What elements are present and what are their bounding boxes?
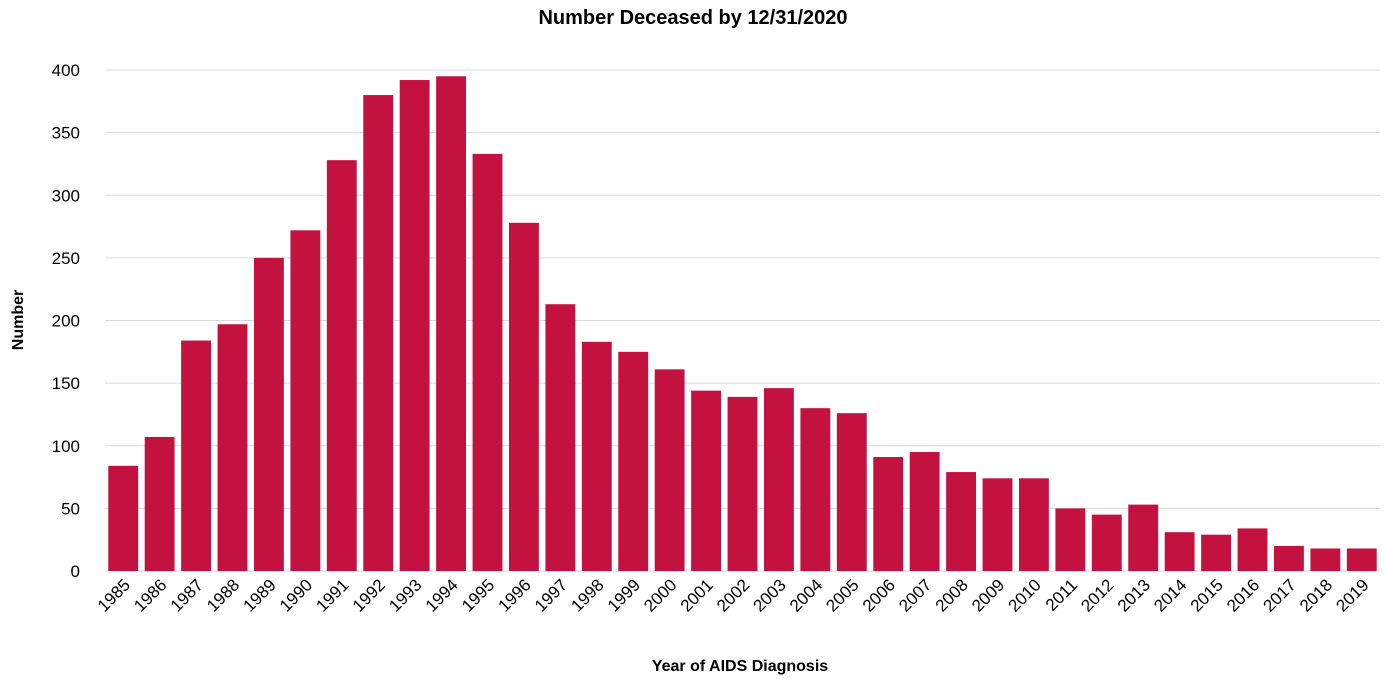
y-tick-label: 200 xyxy=(52,312,80,331)
bar-1989 xyxy=(253,257,284,571)
bar-2004 xyxy=(800,408,831,571)
y-tick-label: 300 xyxy=(52,186,80,205)
y-tick-label: 50 xyxy=(61,499,80,518)
y-axis-ticks: 0 50 100 150 200 250 300 350 400 xyxy=(52,61,80,581)
x-tick-label-2014: 2014 xyxy=(1150,575,1190,615)
bar-1992 xyxy=(363,95,394,572)
bar-2018 xyxy=(1310,548,1341,571)
y-tick-label: 150 xyxy=(52,374,80,393)
bar-1988 xyxy=(217,324,248,571)
bar-1990 xyxy=(290,230,321,571)
x-tick-label-2011: 2011 xyxy=(1042,575,1081,614)
x-tick-label-1986: 1986 xyxy=(130,575,170,615)
x-tick-label-2019: 2019 xyxy=(1332,575,1372,615)
bar-1986 xyxy=(144,436,175,571)
x-tick-label-1998: 1998 xyxy=(567,575,607,615)
bar-1995 xyxy=(472,153,503,572)
x-tick-label-2010: 2010 xyxy=(1005,575,1045,615)
y-tick-label: 400 xyxy=(52,61,80,80)
bar-1993 xyxy=(399,80,430,572)
x-tick-label-1990: 1990 xyxy=(276,575,316,615)
x-tick-label-2002: 2002 xyxy=(713,575,753,615)
x-tick-label-2005: 2005 xyxy=(822,575,862,615)
x-tick-label-2004: 2004 xyxy=(786,575,826,615)
x-axis-title: Year of AIDS Diagnosis xyxy=(652,658,828,675)
bar-1998 xyxy=(581,341,612,571)
x-tick-label-1994: 1994 xyxy=(422,575,462,615)
bar-1991 xyxy=(326,160,357,571)
bar-2005 xyxy=(836,413,867,571)
y-tick-label: 250 xyxy=(52,249,80,268)
x-tick-label-1988: 1988 xyxy=(203,575,243,615)
x-tick-label-2007: 2007 xyxy=(895,575,935,615)
x-tick-label-2006: 2006 xyxy=(859,575,899,615)
bar-2016 xyxy=(1237,528,1268,571)
x-tick-label-2009: 2009 xyxy=(968,575,1008,615)
bar-1997 xyxy=(545,304,576,571)
bar-2009 xyxy=(982,478,1013,571)
bar-2019 xyxy=(1346,548,1377,571)
x-tick-label-1991: 1991 xyxy=(312,575,352,615)
x-tick-label-2016: 2016 xyxy=(1223,575,1263,615)
x-tick-label-2003: 2003 xyxy=(750,575,790,615)
bar-2006 xyxy=(873,457,904,571)
y-tick-label: 0 xyxy=(71,562,80,581)
x-tick-label-1992: 1992 xyxy=(349,575,389,615)
x-tick-label-1985: 1985 xyxy=(94,575,134,615)
x-tick-label-2008: 2008 xyxy=(932,575,972,615)
bar-2011 xyxy=(1055,508,1086,571)
bar-2008 xyxy=(946,472,977,571)
x-tick-label-2015: 2015 xyxy=(1187,575,1227,615)
bar-2010 xyxy=(1018,478,1049,571)
bar-2002 xyxy=(727,396,758,571)
bar-2003 xyxy=(763,388,794,571)
bar-1999 xyxy=(618,351,649,571)
bar-2000 xyxy=(654,369,685,571)
chart-title: Number Deceased by 12/31/2020 xyxy=(538,7,847,29)
x-tick-label-2001: 2001 xyxy=(677,575,717,615)
x-tick-label-1993: 1993 xyxy=(385,575,425,615)
x-tick-label-1999: 1999 xyxy=(604,575,644,615)
bar-1996 xyxy=(508,222,539,571)
x-tick-label-2013: 2013 xyxy=(1114,575,1154,615)
x-tick-label-2017: 2017 xyxy=(1260,575,1300,615)
y-tick-label: 100 xyxy=(52,437,80,456)
bar-2012 xyxy=(1091,514,1122,571)
bar-1987 xyxy=(181,340,212,571)
bar-1994 xyxy=(436,76,467,571)
bar-2015 xyxy=(1201,534,1232,571)
x-tick-label-1989: 1989 xyxy=(240,575,280,615)
y-axis-title: Number xyxy=(10,290,27,350)
x-tick-label-2018: 2018 xyxy=(1296,575,1336,615)
bars xyxy=(108,76,1377,572)
bar-1985 xyxy=(108,465,139,571)
x-tick-label-2012: 2012 xyxy=(1077,575,1117,615)
bar-2001 xyxy=(691,390,722,571)
x-tick-label-1997: 1997 xyxy=(531,575,571,615)
x-tick-label-1996: 1996 xyxy=(495,575,535,615)
bar-2014 xyxy=(1164,532,1195,571)
bar-2007 xyxy=(909,452,940,571)
x-tick-label-1995: 1995 xyxy=(458,575,498,615)
bar-2013 xyxy=(1128,504,1159,571)
x-tick-label-2000: 2000 xyxy=(640,575,680,615)
x-tick-label-1987: 1987 xyxy=(167,575,207,615)
bar-2017 xyxy=(1273,545,1304,571)
y-tick-label: 350 xyxy=(52,124,80,143)
x-axis-ticks: 1985198619871988198919901991199219931994… xyxy=(94,575,1373,615)
